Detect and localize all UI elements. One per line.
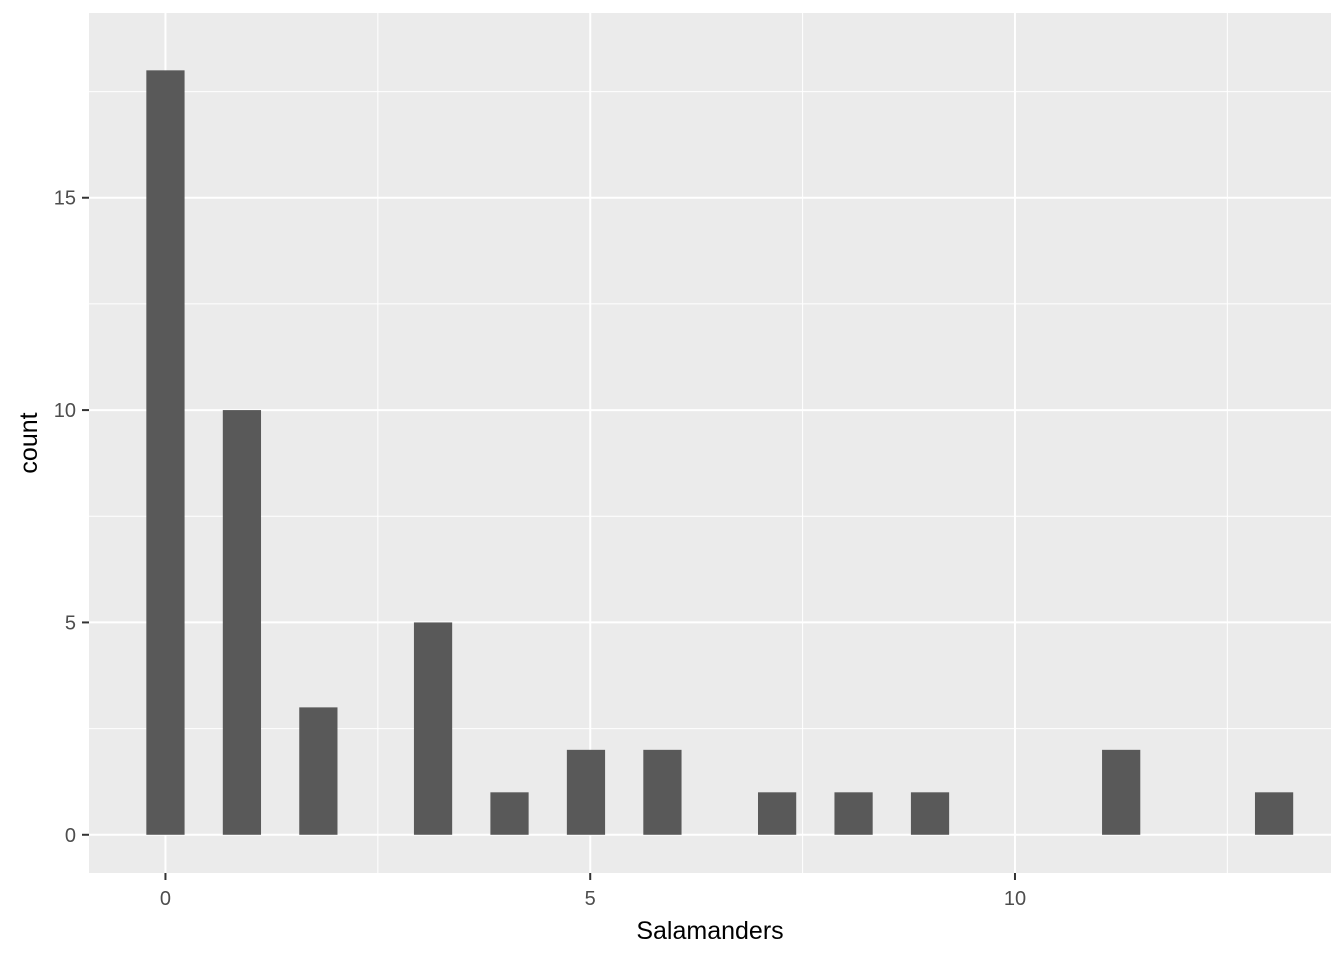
y-tick-label: 0 — [65, 825, 76, 847]
bar — [643, 749, 682, 835]
y-tick-label: 5 — [65, 612, 76, 634]
x-tick-label: 10 — [1004, 888, 1026, 910]
y-tick-label: 10 — [54, 400, 76, 422]
minor-gridlines — [89, 13, 1331, 873]
y-axis: 0 5 10 15 — [54, 188, 89, 847]
bar — [222, 410, 262, 835]
bar — [299, 707, 338, 835]
bar — [566, 749, 606, 835]
plot-panel — [89, 13, 1331, 873]
x-tick-label: 0 — [160, 888, 171, 910]
x-axis-title: Salamanders — [636, 917, 783, 945]
bar — [1254, 792, 1294, 835]
bar — [1102, 749, 1141, 835]
bar — [490, 792, 529, 835]
bar — [834, 792, 873, 835]
major-gridlines — [89, 13, 1331, 873]
bar — [413, 622, 453, 835]
bar — [146, 70, 185, 835]
bar — [757, 792, 797, 835]
x-tick-label: 5 — [585, 888, 596, 910]
bar — [910, 792, 950, 835]
y-axis-title: count — [15, 412, 43, 473]
x-axis: 0 5 10 — [160, 873, 1026, 910]
y-tick-label: 15 — [54, 188, 76, 210]
bars — [146, 70, 1294, 835]
